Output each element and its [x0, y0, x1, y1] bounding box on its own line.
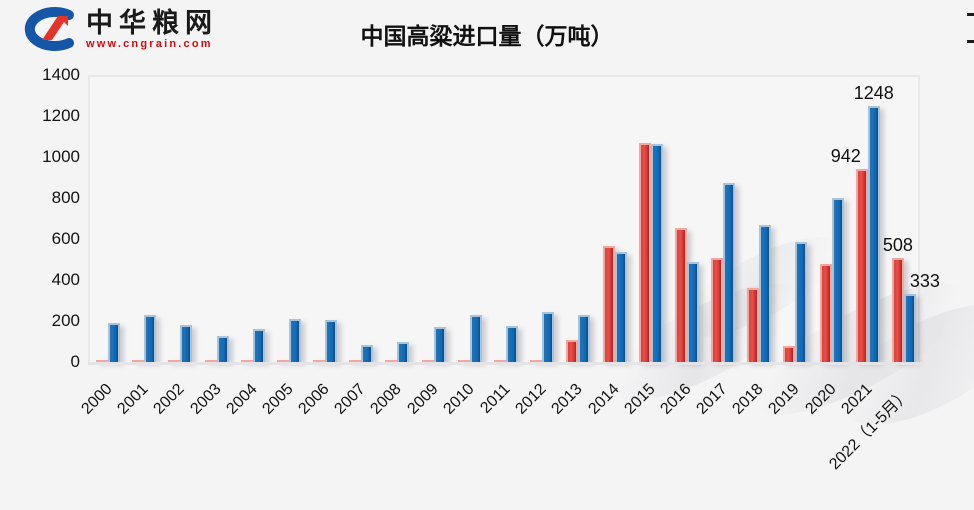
- bar-blue-series-2000: [108, 323, 121, 362]
- bar-blue-series-2007: [361, 344, 374, 362]
- bar-red-series-2019: [783, 345, 796, 362]
- bar-blue-series-2012: [542, 311, 555, 362]
- bar-red-series-2006: [313, 360, 326, 362]
- bar-value-label: 333: [909, 270, 940, 291]
- y-tick-label: 1200: [42, 106, 80, 125]
- bar-blue-series-2021: [867, 106, 880, 362]
- bar-red-series-2018: [747, 288, 760, 362]
- cropped-right-edge-mark: [967, 13, 974, 16]
- bar-red-series-2005: [276, 360, 289, 362]
- bar-blue-series-2006: [325, 319, 338, 362]
- plot-area: 942 1248 508 333: [88, 75, 974, 449]
- y-tick-label: 400: [51, 270, 80, 289]
- bar-blue-series-2016: [686, 261, 699, 362]
- bar-red-series-2009: [421, 360, 434, 362]
- y-tick-label: 1000: [42, 147, 80, 166]
- bar-value-label: 1248: [853, 83, 894, 104]
- logo-name: 中华粮网: [86, 8, 218, 38]
- bar-blue-series-2015: [650, 143, 663, 362]
- bar-blue-series-2001: [144, 314, 157, 362]
- bar-red-series-2010: [457, 360, 470, 362]
- bar-blue-series-2020: [831, 198, 844, 362]
- y-tick-label: 0: [70, 352, 80, 371]
- bar-red-series-2003: [204, 360, 217, 362]
- cngrain-logo-svg: [24, 7, 74, 51]
- bar-red-series-2016: [674, 227, 687, 362]
- bar-blue-series-2009: [433, 327, 446, 362]
- bar-red-series-2017: [711, 258, 724, 362]
- bar-red-series-2002: [168, 360, 181, 362]
- bar-blue-series-2014: [614, 252, 627, 362]
- y-tick-label: 1400: [42, 65, 80, 84]
- bar-blue-series-2005: [288, 318, 301, 362]
- bar-blue-series-2017: [723, 182, 736, 362]
- y-tick-label: 800: [51, 188, 80, 207]
- bar-red-series-2014: [602, 246, 615, 362]
- logo-url: www.cngrain.com: [86, 38, 213, 50]
- bar-red-series-2007: [349, 360, 362, 362]
- chart-title: 中国高粱进口量（万吨）: [360, 23, 614, 49]
- bar-red-series-2004: [240, 360, 253, 362]
- bar-red-series-2021: [855, 168, 868, 362]
- bar-blue-series-2010: [469, 314, 482, 362]
- bar-blue-series-2019: [795, 242, 808, 362]
- bar-red-series-2015: [638, 142, 651, 362]
- x-axis-line: [88, 362, 922, 365]
- bar-red-series-2000: [96, 360, 109, 362]
- bar-red-series-2011: [494, 360, 506, 362]
- bar-blue-series-2002: [180, 325, 193, 362]
- bar-red-series-2012: [530, 359, 543, 362]
- bar-blue-series-2008: [397, 341, 410, 362]
- bar-red-series-2013: [566, 340, 579, 362]
- bar-red-series-2008: [385, 360, 398, 362]
- bar-value-label: 942: [830, 145, 861, 166]
- bar-blue-series-2022（1-5月）: [903, 293, 916, 362]
- bar-red-series-2022（1-5月）: [891, 257, 904, 362]
- bar-blue-series-2018: [759, 224, 772, 362]
- cngrain-logo-icon: [14, 6, 78, 52]
- bar-blue-series-2003: [216, 336, 229, 362]
- bar-value-label: 508: [882, 234, 913, 255]
- bar-blue-series-2011: [506, 326, 518, 362]
- bar-red-series-2020: [819, 263, 832, 362]
- bar-blue-series-2004: [252, 329, 265, 362]
- y-tick-label: 200: [51, 311, 80, 330]
- site-logo: 中华粮网 www.cngrain.com: [14, 6, 218, 52]
- logo-text-block: 中华粮网 www.cngrain.com: [86, 8, 218, 50]
- y-tick-label: 600: [51, 229, 80, 248]
- bar-red-series-2001: [132, 360, 145, 362]
- bar-blue-series-2013: [578, 314, 591, 362]
- cropped-right-edge-mark: [967, 40, 974, 43]
